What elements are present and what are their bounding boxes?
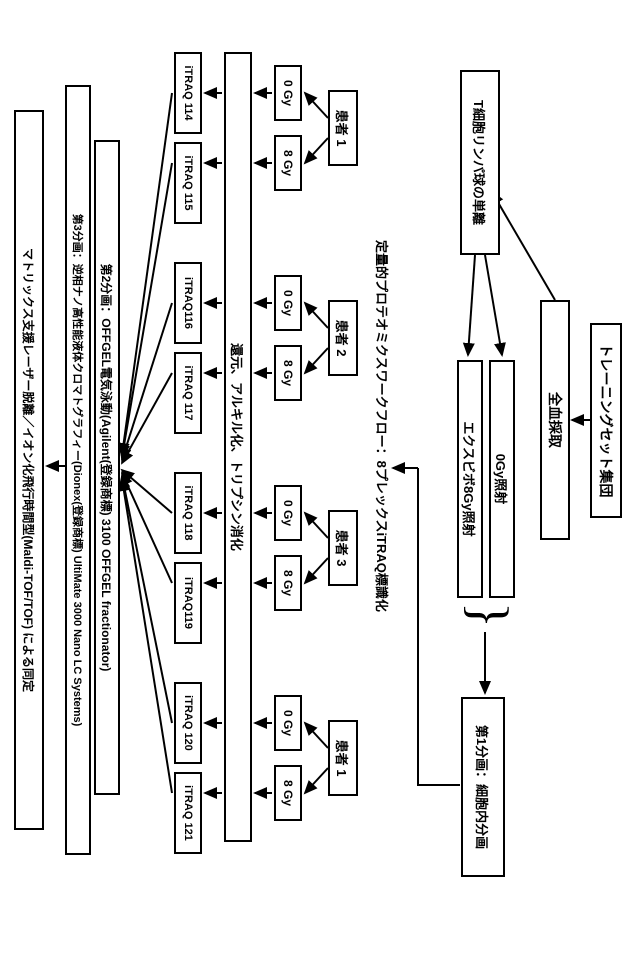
itraq-119: iTRAQ119 xyxy=(174,562,202,644)
dose-label: 0 Gy xyxy=(281,500,295,526)
patient-4-label: 患者 1 xyxy=(334,740,353,777)
dose-label: 8 Gy xyxy=(281,360,295,386)
dose-label: 0 Gy xyxy=(281,80,295,106)
frac3-box: 第3分画：逆相ナノ高性能液体クロマトグラフィー(Dionex(登録商標) Ult… xyxy=(65,85,91,855)
irr8-text: エクスビボ8Gy照射 xyxy=(461,421,480,536)
itraq-label: iTRAQ 117 xyxy=(182,365,194,420)
patient-2-label: 患者 2 xyxy=(334,320,353,357)
diagram-canvas: トレーニングセット集団 全血採取 T細胞リンパ球の単離 0Gy照射 エクスビボ8… xyxy=(0,0,640,956)
itraq-121: iTRAQ 121 xyxy=(174,772,202,854)
maldi-text: マトリックス支援レーザー脱離／イオン化飛行時間型(Maldi-TOF/TOF) … xyxy=(21,248,38,692)
dose-8-1: 8 Gy xyxy=(274,135,302,191)
itraq-114: iTRAQ 114 xyxy=(174,52,202,134)
frac2-box: 第2分画：OFFGEL電気泳動(Agilent(登録商標) 3100 OFFGE… xyxy=(94,140,120,795)
title-box: トレーニングセット集団 xyxy=(590,323,622,518)
patient-4: 患者 1 xyxy=(328,720,358,796)
dose-label: 0 Gy xyxy=(281,710,295,736)
itraq-116: iTRAQ116 xyxy=(174,262,202,344)
itraq-label: iTRAQ119 xyxy=(182,577,194,629)
frac1-box: 第1分画：細胞内分画 xyxy=(461,697,505,877)
itraq-115: iTRAQ 115 xyxy=(174,142,202,224)
dose-0-4: 0 Gy xyxy=(274,695,302,751)
irr0-text: 0Gy照射 xyxy=(493,454,512,505)
title-text: トレーニングセット集団 xyxy=(596,344,616,498)
irr0-box: 0Gy照射 xyxy=(489,360,515,598)
dose-label: 0 Gy xyxy=(281,290,295,316)
dose-0-1: 0 Gy xyxy=(274,65,302,121)
maldi-box: マトリックス支援レーザー脱離／イオン化飛行時間型(Maldi-TOF/TOF) … xyxy=(14,110,44,830)
frac1-text: 第1分画：細胞内分画 xyxy=(474,725,493,849)
patient-1-label: 患者 1 xyxy=(334,110,353,147)
dose-0-3: 0 Gy xyxy=(274,485,302,541)
tcell-box: T細胞リンパ球の単離 xyxy=(460,70,500,255)
itraq-label: iTRAQ 115 xyxy=(182,155,194,210)
reduction-text: 還元、アルキル化、トリプシン消化 xyxy=(229,343,248,551)
itraq-label: iTRAQ 118 xyxy=(182,485,194,540)
dose-8-3: 8 Gy xyxy=(274,555,302,611)
patient-3: 患者 3 xyxy=(328,510,358,586)
itraq-118: iTRAQ 118 xyxy=(174,472,202,554)
dose-8-4: 8 Gy xyxy=(274,765,302,821)
workflow-text: 定量的プロテオミクスワークフロー：8プレックスiTRAQ標識化 xyxy=(373,240,392,612)
patient-2: 患者 2 xyxy=(328,300,358,376)
irr8-box: エクスビボ8Gy照射 xyxy=(457,360,483,598)
blood-box: 全血採取 xyxy=(540,300,570,540)
dose-label: 8 Gy xyxy=(281,570,295,596)
tcell-text: T細胞リンパ球の単離 xyxy=(471,100,490,225)
reduction-box: 還元、アルキル化、トリプシン消化 xyxy=(224,52,252,842)
patient-1: 患者 1 xyxy=(328,90,358,166)
patient-3-label: 患者 3 xyxy=(334,530,353,567)
frac3-text: 第3分画：逆相ナノ高性能液体クロマトグラフィー(Dionex(登録商標) Ult… xyxy=(70,214,86,727)
blood-text: 全血採取 xyxy=(545,392,565,448)
itraq-117: iTRAQ 117 xyxy=(174,352,202,434)
itraq-label: iTRAQ116 xyxy=(182,277,194,329)
itraq-label: iTRAQ 114 xyxy=(182,65,194,120)
itraq-label: iTRAQ 121 xyxy=(182,785,194,841)
dose-0-2: 0 Gy xyxy=(274,275,302,331)
dose-label: 8 Gy xyxy=(281,150,295,176)
brace-icon: } xyxy=(462,602,516,628)
itraq-label: iTRAQ 120 xyxy=(182,695,194,751)
frac2-text: 第2分画：OFFGEL電気泳動(Agilent(登録商標) 3100 OFFGE… xyxy=(99,264,116,672)
dose-8-2: 8 Gy xyxy=(274,345,302,401)
itraq-120: iTRAQ 120 xyxy=(174,682,202,764)
dose-label: 8 Gy xyxy=(281,780,295,806)
